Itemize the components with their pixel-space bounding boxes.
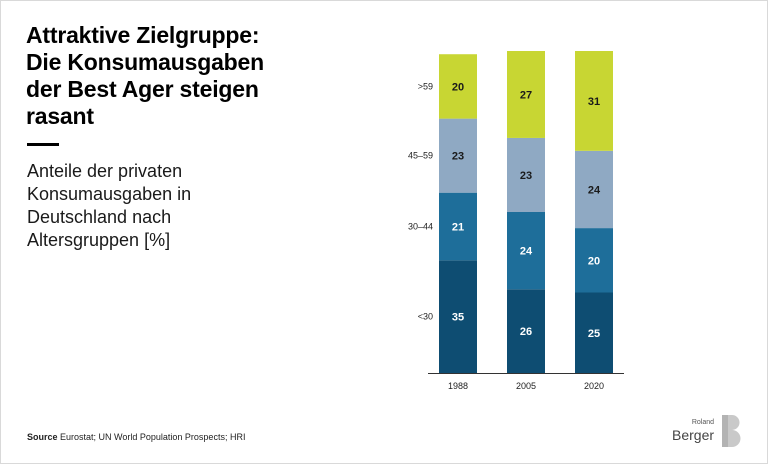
- bar-value-label: 23: [452, 151, 464, 163]
- bar-segment: [439, 118, 477, 193]
- legend-entry: >59: [418, 81, 433, 91]
- chart-subtitle: Anteile der privaten Konsumausgaben in D…: [27, 161, 192, 250]
- bar-value-label: 20: [588, 255, 600, 267]
- logo-line2: Berger: [672, 427, 715, 443]
- bar-value-label: 24: [520, 246, 533, 258]
- legend-entry: 45–59: [408, 151, 433, 161]
- logo-line1: Roland: [691, 419, 714, 426]
- legend-entry: 30–44: [408, 221, 433, 231]
- bar-value-label: 23: [520, 170, 532, 182]
- x-tick-label: 2020: [584, 381, 604, 391]
- bar-value-label: 25: [588, 328, 600, 340]
- bar-segment: [575, 228, 613, 293]
- source-text: Eurostat; UN World Population Prospects;…: [60, 432, 246, 442]
- x-tick-label: 2005: [516, 381, 536, 391]
- bar-segment: [507, 51, 545, 138]
- bar-value-label: 21: [452, 221, 464, 233]
- logo-b-icon: [722, 415, 741, 447]
- title-divider: [27, 143, 59, 146]
- slide-title: Attraktive Zielgruppe: Die Konsumausgabe…: [26, 22, 264, 129]
- bar-value-label: 20: [452, 81, 464, 93]
- source-label: Source: [27, 432, 58, 442]
- legend-entry: <30: [418, 312, 433, 322]
- x-tick-label: 1988: [448, 381, 468, 391]
- bar-segment: [507, 137, 545, 212]
- bar-segment: [439, 54, 477, 119]
- bar-segment: [507, 212, 545, 290]
- roland-berger-logo: Roland Berger: [672, 413, 744, 453]
- bar-value-label: 27: [520, 89, 532, 101]
- bar-value-label: 24: [588, 184, 601, 196]
- bar-value-label: 35: [452, 312, 464, 324]
- bar-segment: [439, 260, 477, 373]
- bar-value-label: 26: [520, 326, 532, 338]
- bar-segment: [575, 51, 613, 151]
- bar-segment: [575, 292, 613, 373]
- bar-segment: [439, 192, 477, 261]
- source-note: Source Eurostat; UN World Population Pro…: [27, 432, 245, 442]
- bar-segment: [575, 150, 613, 229]
- bar-segment: [507, 289, 545, 373]
- bar-value-label: 31: [588, 96, 600, 108]
